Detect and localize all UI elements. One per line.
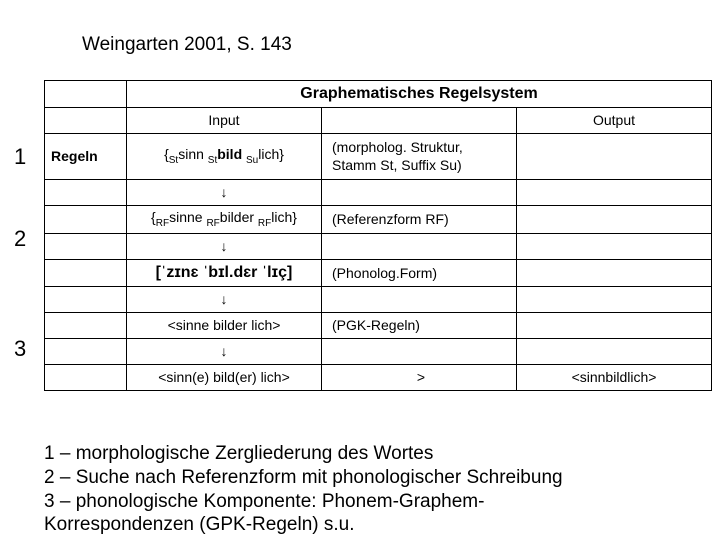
header-blank <box>322 108 517 134</box>
table-title-row: Graphematisches Regelsystem <box>45 81 712 108</box>
row-arrow-3: ↓ <box>45 287 712 313</box>
cell-r4-desc: > <box>322 365 517 391</box>
cell-regeln: Regeln <box>45 134 127 180</box>
note-4: Korrespondenzen (GPK-Regeln) s.u. <box>44 513 563 537</box>
row-4: <sinn(e) bild(er) lich> > <sinnbildlich> <box>45 365 712 391</box>
cell-phon-input: [ˈzɪnɛ ˈbɪl.dɛr ˈlɪç] <box>127 260 322 287</box>
cell-phon-desc: (Phonolog.Form) <box>322 260 517 287</box>
arrow-icon: ↓ <box>127 234 322 260</box>
cell-r3-input: <sinne bilder lich> <box>127 313 322 339</box>
note-2: 2 – Suche nach Referenzform mit phonolog… <box>44 466 563 490</box>
cell-r1-input: {Stsinn Stbild Sulich} <box>127 134 322 180</box>
cell-r4-output: <sinnbildlich> <box>517 365 712 391</box>
row-label-2: 2 <box>14 226 26 252</box>
table-header-row: Input Output <box>45 108 712 134</box>
cell-r2-desc: (Referenzform RF) <box>322 206 517 234</box>
row-label-1: 1 <box>14 144 26 170</box>
header-output: Output <box>517 108 712 134</box>
note-1: 1 – morphologische Zergliederung des Wor… <box>44 442 563 466</box>
cell-r2-input: {RFsinne RFbilder RFlich} <box>127 206 322 234</box>
row-arrow-2: ↓ <box>45 234 712 260</box>
table-title: Graphematisches Regelsystem <box>127 81 712 108</box>
footnotes: 1 – morphologische Zergliederung des Wor… <box>44 442 563 537</box>
rule-table: Graphematisches Regelsystem Input Output… <box>44 80 712 391</box>
row-3: <sinne bilder lich> (PGK-Regeln) <box>45 313 712 339</box>
row-regeln: Regeln {Stsinn Stbild Sulich} (morpholog… <box>45 134 712 180</box>
arrow-icon: ↓ <box>127 180 322 206</box>
cell-r1-desc: (morpholog. Struktur, Stamm St, Suffix S… <box>322 134 517 180</box>
row-phon: [ˈzɪnɛ ˈbɪl.dɛr ˈlɪç] (Phonolog.Form) <box>45 260 712 287</box>
cell-r4-input: <sinn(e) bild(er) lich> <box>127 365 322 391</box>
arrow-icon: ↓ <box>127 287 322 313</box>
source-caption: Weingarten 2001, S. 143 <box>82 34 292 56</box>
header-input: Input <box>127 108 322 134</box>
arrow-icon: ↓ <box>127 339 322 365</box>
row-arrow-4: ↓ <box>45 339 712 365</box>
row-label-3: 3 <box>14 336 26 362</box>
row-2: {RFsinne RFbilder RFlich} (Referenzform … <box>45 206 712 234</box>
note-3: 3 – phonologische Komponente: Phonem-Gra… <box>44 490 563 514</box>
cell-r3-desc: (PGK-Regeln) <box>322 313 517 339</box>
row-arrow-1: ↓ <box>45 180 712 206</box>
